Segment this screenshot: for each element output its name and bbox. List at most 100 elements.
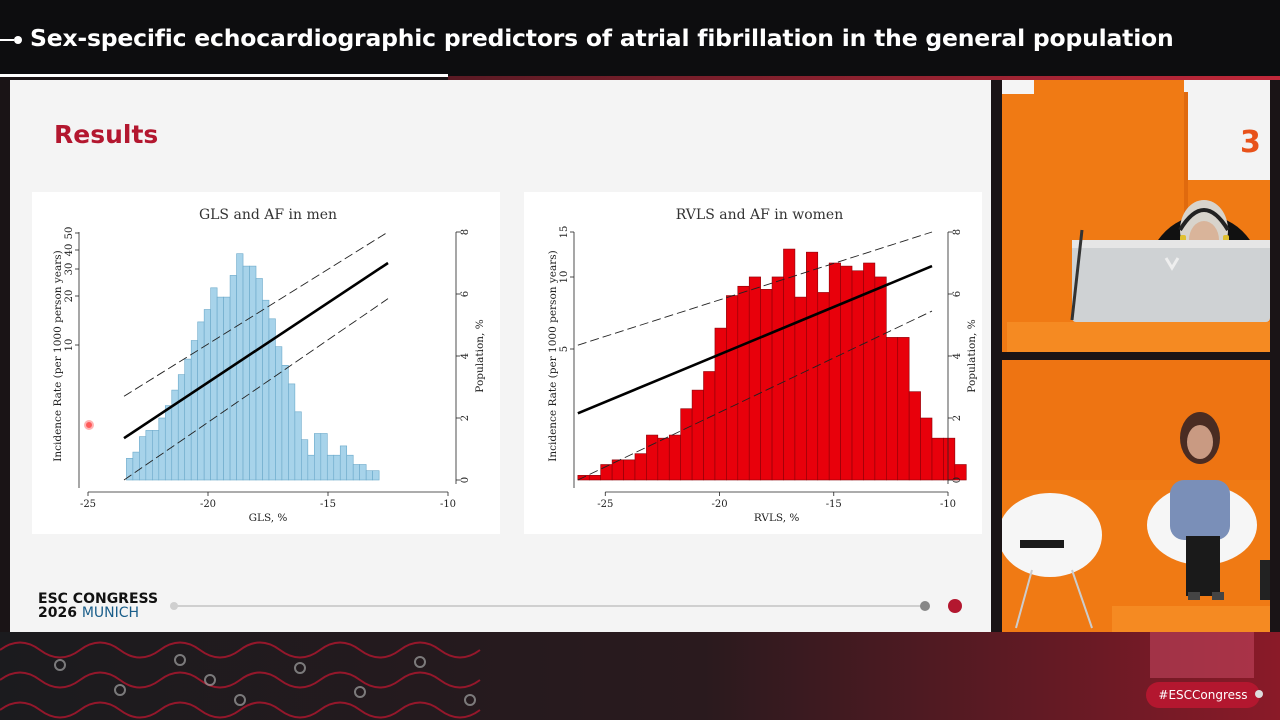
logo-year: 2026 bbox=[38, 605, 77, 621]
laser-pointer-dot bbox=[84, 420, 94, 430]
chart1-bar-9 bbox=[680, 408, 693, 481]
chart1-bar-21 bbox=[817, 292, 830, 481]
chart0-bar-14 bbox=[216, 296, 224, 481]
chart0-bar-15 bbox=[223, 296, 231, 481]
slide-heading: Results bbox=[54, 120, 159, 149]
esc-congress-logo: ESC CONGRESS 2026 MUNICH bbox=[38, 592, 158, 620]
chart-rvls-women-svg: RVLS and AF in women -25 -20 -15 -10 RVLS, % 5… bbox=[547, 207, 978, 524]
chart1-bar-17 bbox=[771, 276, 784, 481]
chart1-bar-12 bbox=[714, 327, 727, 481]
slide-progress-end bbox=[948, 599, 962, 613]
chart1-bar-26 bbox=[874, 276, 887, 481]
chart1-bar-33 bbox=[954, 464, 967, 481]
chart1-left-tick-label-1: 10 bbox=[559, 271, 570, 284]
chart0-bar-21 bbox=[262, 299, 270, 481]
speaker-video-feed: 3 bbox=[1002, 80, 1270, 352]
title-underline bbox=[0, 74, 448, 77]
chart0-bar-12 bbox=[203, 309, 211, 481]
chart0-bar-28 bbox=[307, 454, 315, 481]
chart0-right-tick-label-2: 4 bbox=[460, 353, 471, 359]
chart1-x-tick-label-2: -15 bbox=[826, 499, 842, 510]
chart0-x-label: GLS, % bbox=[249, 512, 288, 524]
chart1-ci-upper-line bbox=[577, 231, 933, 346]
chart1-right-tick-label-4: 8 bbox=[952, 229, 963, 235]
slide-progress-track bbox=[174, 605, 926, 607]
chart0-x-tick-label-3: -10 bbox=[440, 499, 456, 510]
chart0-left-tick-label-4: 50 bbox=[64, 227, 75, 240]
chart0-bar-10 bbox=[190, 340, 198, 481]
chart-rvls-women: RVLS and AF in women -25 -20 -15 -10 RVLS, % 5… bbox=[524, 192, 982, 534]
chart0-bar-3 bbox=[145, 430, 153, 481]
chart1-right-tick-label-0: 0 bbox=[952, 477, 963, 483]
chart1-bar-10 bbox=[691, 389, 704, 481]
chart0-bar-38 bbox=[372, 470, 380, 481]
chart0-bar-0 bbox=[126, 457, 134, 481]
chart1-bar-14 bbox=[737, 285, 750, 481]
chart0-bar-31 bbox=[326, 454, 335, 481]
chart0-bar-24 bbox=[281, 365, 289, 481]
chart0-bar-29 bbox=[314, 433, 322, 481]
chart0-bar-8 bbox=[177, 374, 186, 481]
person-at-podium-icon: 3 bbox=[1002, 80, 1270, 352]
session-title-bar: Sex-specific echocardiographic predictor… bbox=[0, 0, 1280, 80]
hashtag-dot-decoration bbox=[1255, 690, 1263, 698]
chart1-bar-25 bbox=[863, 262, 876, 481]
chart1-right-tick-label-3: 6 bbox=[952, 291, 963, 297]
slide-progress-knob bbox=[920, 601, 930, 611]
chart0-x-tick-label-2: -15 bbox=[320, 499, 336, 510]
chart0-bar-35 bbox=[352, 464, 360, 481]
presentation-slide: Results GLS and AF in men -25 -20 -15 -10 GLS… bbox=[10, 80, 991, 632]
chart0-left-tick-label-3: 40 bbox=[64, 244, 75, 257]
chart0-x-tick-label-1: -20 bbox=[200, 499, 216, 510]
chart1-ci-lower-line bbox=[577, 310, 933, 481]
chart0-ci-lower-line bbox=[123, 298, 389, 481]
chart0-bar-13 bbox=[210, 287, 218, 481]
chart1-x-tick-label-1: -20 bbox=[711, 499, 727, 510]
chart1-bar-15 bbox=[748, 276, 761, 481]
chart1-right-tick-label-1: 2 bbox=[952, 415, 963, 421]
chart0-bar-6 bbox=[164, 405, 173, 481]
chart1-x-tick-label-3: -10 bbox=[940, 499, 956, 510]
chart0-right-tick-label-3: 6 bbox=[460, 291, 471, 297]
chart0-right-tick-label-0: 0 bbox=[460, 477, 471, 483]
chart0-left-ylabel: Incidence Rate (per 1000 person years) bbox=[52, 250, 64, 462]
chart1-bar-30 bbox=[920, 417, 933, 481]
chart1-bar-24 bbox=[851, 270, 864, 481]
hashtag-badge: #ESCCongress bbox=[1146, 682, 1260, 708]
chart0-bar-36 bbox=[359, 464, 367, 481]
chart-gls-men: GLS and AF in men -25 -20 -15 -10 GLS, % 10 20 3… bbox=[32, 192, 500, 534]
chart1-x-tick-label-0: -25 bbox=[597, 499, 613, 510]
chart1-title: RVLS and AF in women bbox=[676, 207, 843, 223]
chart0-right-tick-label-4: 8 bbox=[460, 229, 471, 235]
chart0-left-tick-label-1: 20 bbox=[64, 290, 75, 303]
chart0-fit-line bbox=[123, 261, 389, 440]
chart0-bar-11 bbox=[197, 321, 205, 481]
chart1-bar-29 bbox=[908, 391, 921, 481]
chart1-right-tick-label-2: 4 bbox=[952, 353, 963, 359]
session-title: Sex-specific echocardiographic predictor… bbox=[30, 24, 1174, 52]
person-seated-icon bbox=[1002, 360, 1270, 632]
logo-city: MUNICH bbox=[81, 605, 140, 621]
chart1-bar-31 bbox=[931, 437, 944, 481]
chart1-bar-28 bbox=[897, 337, 910, 481]
chart1-bar-19 bbox=[794, 296, 807, 481]
chart1-x-label: RVLS, % bbox=[754, 512, 800, 524]
chart0-bar-19 bbox=[249, 265, 257, 481]
chart1-bar-5 bbox=[634, 453, 647, 481]
chart0-left-tick-label-2: 30 bbox=[64, 263, 75, 276]
chart1-left-ylabel: Incidence Rate (per 1000 person years) bbox=[547, 250, 559, 462]
chart1-bar-18 bbox=[783, 248, 796, 481]
chart0-bar-27 bbox=[301, 439, 309, 481]
chart1-bar-32 bbox=[943, 437, 956, 481]
chart0-bar-20 bbox=[255, 278, 263, 481]
logo-line1: ESC CONGRESS bbox=[38, 591, 159, 607]
chart0-title: GLS and AF in men bbox=[199, 207, 337, 223]
chart0-bar-30 bbox=[320, 433, 328, 481]
logo-line2: 2026 MUNICH bbox=[38, 606, 158, 620]
chart0-bar-18 bbox=[242, 265, 250, 481]
chart0-x-tick-label-0: -25 bbox=[80, 499, 96, 510]
chart0-bar-23 bbox=[275, 346, 283, 481]
chart0-left-tick-label-0: 10 bbox=[64, 339, 75, 352]
chart0-bar-37 bbox=[365, 470, 373, 481]
